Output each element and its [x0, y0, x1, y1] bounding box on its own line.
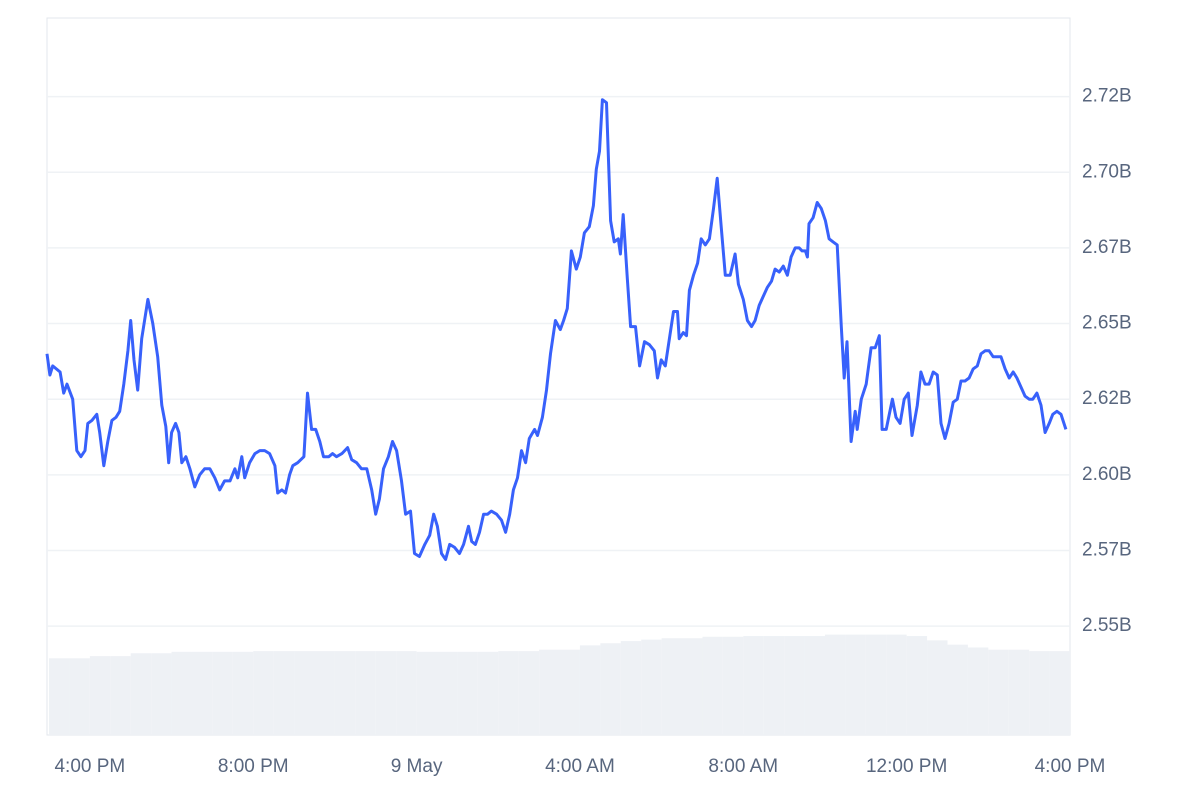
volume-bar: [906, 636, 928, 735]
volume-bar: [579, 645, 601, 735]
x-tick-label: 9 May: [391, 756, 443, 777]
volume-bar: [763, 636, 785, 735]
volume-bar: [1029, 651, 1050, 735]
x-tick-label: 4:00 AM: [545, 756, 615, 777]
volume-bar: [334, 651, 356, 735]
volume-bar: [927, 640, 948, 735]
volume-bar: [886, 634, 907, 735]
volume-bar: [477, 651, 499, 735]
volume-bar: [722, 636, 744, 735]
volume-bar: [416, 651, 438, 735]
volume-bar: [641, 639, 662, 735]
plot-frame: [46, 17, 1071, 736]
y-tick-label: 2.65B: [1082, 313, 1132, 334]
x-tick-label: 4:00 PM: [54, 756, 125, 777]
volume-bar: [171, 651, 192, 735]
volume-bar: [784, 636, 805, 735]
y-tick-label: 2.60B: [1082, 464, 1132, 485]
volume-bar: [539, 649, 560, 735]
volume-bar: [253, 651, 274, 735]
volume-bar: [355, 651, 376, 735]
volume-bar: [151, 653, 172, 735]
volume-bar: [314, 651, 335, 735]
volume-bar: [49, 658, 70, 735]
volume-bar: [89, 656, 111, 735]
volume-bar: [988, 649, 1009, 735]
volume-bar: [294, 651, 315, 735]
volume-bar: [191, 651, 213, 735]
volume-bar: [661, 638, 683, 735]
volume-bar: [865, 634, 887, 735]
price-line: [45, 98, 1068, 561]
volume-bar: [682, 638, 703, 735]
volume-bar: [967, 647, 989, 735]
y-tick-label: 2.67B: [1082, 237, 1132, 258]
volume-bar: [212, 651, 233, 735]
volume-bar: [804, 636, 825, 735]
volume-bar: [498, 651, 519, 735]
volume-bar: [947, 644, 968, 735]
volume-bar: [743, 636, 764, 735]
volume-bar: [845, 634, 866, 735]
y-tick-label: 2.70B: [1082, 161, 1132, 182]
x-tick-label: 8:00 AM: [708, 756, 778, 777]
volume-bar: [457, 651, 478, 735]
volume-bar: [396, 651, 417, 735]
volume-bar: [620, 641, 642, 735]
y-tick-label: 2.57B: [1082, 539, 1132, 560]
volume-bar: [1049, 651, 1070, 735]
y-tick-label: 2.55B: [1082, 615, 1132, 636]
volume-bar: [824, 634, 846, 735]
x-tick-label: 8:00 PM: [218, 756, 289, 777]
volume-bar: [559, 649, 580, 735]
volume-bar: [375, 651, 397, 735]
volume-bar: [702, 636, 723, 735]
volume-bar: [232, 651, 254, 735]
volume-bar: [69, 658, 90, 735]
volume-bar: [130, 653, 152, 735]
y-tick-label: 2.62B: [1082, 388, 1132, 409]
volume-bar: [518, 651, 540, 735]
volume-bar: [1008, 649, 1030, 735]
y-tick-label: 2.72B: [1082, 86, 1132, 107]
volume-bar: [437, 651, 458, 735]
volume-bar: [600, 643, 621, 735]
volume-bar: [110, 656, 131, 735]
x-tick-label: 4:00 PM: [1035, 756, 1106, 777]
volume-bar: [273, 651, 295, 735]
x-tick-label: 12:00 PM: [866, 756, 947, 777]
